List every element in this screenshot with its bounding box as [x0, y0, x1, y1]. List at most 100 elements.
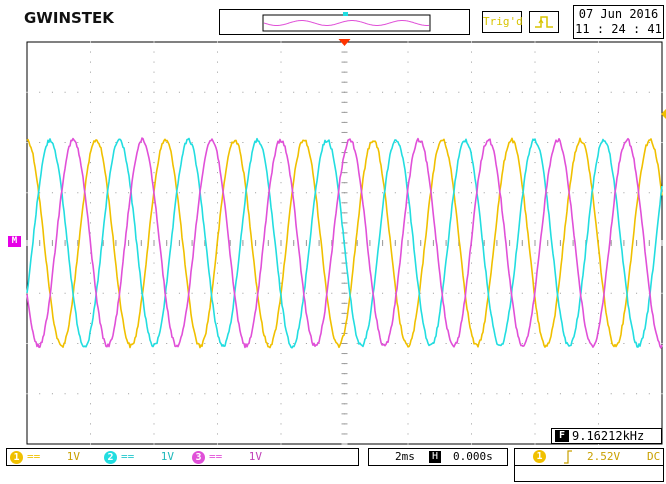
- grid-dot: [483, 292, 485, 294]
- grid-dot: [585, 292, 587, 294]
- grid-dot: [420, 292, 422, 294]
- grid-dot: [445, 292, 447, 294]
- grid-dot: [140, 192, 142, 194]
- grid-dot: [407, 312, 409, 314]
- grid-dot: [153, 81, 155, 83]
- grid-dot: [153, 71, 155, 73]
- grid-dot: [305, 192, 307, 194]
- grid-dot: [610, 192, 612, 194]
- grid-dot: [471, 403, 472, 405]
- grid-dot: [140, 393, 142, 395]
- grid-dot: [39, 91, 41, 93]
- grid-dot: [90, 232, 91, 234]
- grid-dot: [217, 413, 218, 415]
- grid-dot: [280, 403, 282, 405]
- grid-dot: [242, 142, 244, 143]
- grid-dot: [229, 393, 231, 395]
- grid-dot: [471, 443, 472, 445]
- grid-dot: [534, 152, 536, 154]
- grid-dot: [90, 101, 91, 103]
- grid-dot: [217, 91, 218, 93]
- grid-dot: [318, 292, 320, 294]
- grid-dot: [648, 192, 650, 194]
- grid-dot: [407, 363, 409, 365]
- grid-dot: [471, 222, 472, 224]
- grid-dot: [445, 393, 447, 395]
- grid-dot: [280, 252, 282, 254]
- channel-3-status[interactable]: 3 == 1V: [189, 449, 262, 465]
- grid-dot: [51, 393, 53, 395]
- grid-dot: [77, 343, 79, 344]
- grid-dot: [407, 111, 409, 113]
- grid-dot: [623, 292, 625, 294]
- grid-dot: [598, 262, 599, 264]
- grid-dot: [51, 343, 53, 344]
- grid-dot: [128, 192, 130, 194]
- grid-dot: [331, 292, 333, 294]
- grid-dot: [90, 252, 91, 254]
- grid-dot: [471, 393, 472, 395]
- grid-dot: [471, 182, 472, 184]
- grid-dot: [598, 192, 599, 194]
- grid-dot: [598, 373, 599, 375]
- grid-dot: [432, 91, 434, 93]
- grid-dot: [458, 292, 460, 294]
- grid-dot: [26, 393, 28, 395]
- channel-2-coupling: ==: [121, 450, 135, 463]
- grid-dot: [153, 152, 155, 154]
- grid-dot: [382, 142, 384, 143]
- grid-dot: [204, 292, 206, 294]
- grid-dot: [280, 162, 282, 164]
- grid-dot: [598, 111, 599, 113]
- grid-dot: [598, 272, 599, 274]
- trigger-status-bar[interactable]: 1 2.52V DC: [514, 448, 664, 466]
- timebase-status[interactable]: 2ms H 0.000s: [368, 448, 508, 466]
- grid-dot: [318, 192, 320, 194]
- grid-dot: [153, 433, 155, 435]
- grid-dot: [229, 292, 231, 294]
- grid-dot: [496, 292, 498, 294]
- grid-dot: [153, 413, 155, 415]
- grid-dot: [191, 91, 193, 93]
- memory-overview-bar[interactable]: [219, 9, 470, 35]
- grid-dot: [217, 71, 218, 73]
- grid-dot: [407, 322, 409, 324]
- grid-dot: [572, 192, 574, 194]
- channel-2-badge: 2: [104, 450, 117, 464]
- grid-dot: [153, 282, 155, 284]
- grid-dot: [128, 142, 130, 143]
- grid-dot: [115, 292, 117, 294]
- grid-dot: [128, 292, 130, 294]
- grid-dot: [280, 393, 282, 395]
- grid-dot: [496, 192, 498, 194]
- grid-dot: [166, 91, 168, 93]
- grid-dot: [280, 312, 282, 314]
- grid-dot: [534, 272, 536, 274]
- math-channel-marker[interactable]: M: [8, 236, 21, 247]
- grid-dot: [26, 192, 28, 194]
- channel-1-status[interactable]: 1 == 1V: [7, 449, 80, 465]
- channel-2-status[interactable]: 2 == 1V: [101, 449, 174, 465]
- grid-dot: [153, 222, 155, 224]
- grid-dot: [547, 91, 549, 93]
- grid-dot: [318, 393, 320, 395]
- grid-dot: [90, 433, 91, 435]
- grid-dot: [636, 142, 638, 143]
- grid-dot: [534, 101, 536, 103]
- grid-dot: [458, 343, 460, 344]
- grid-dot: [458, 142, 460, 143]
- grid-dot: [471, 172, 472, 174]
- grid-dot: [102, 393, 104, 395]
- grid-dot: [369, 91, 371, 93]
- grid-dot: [636, 292, 638, 294]
- grid-dot: [217, 363, 218, 365]
- grid-dot: [534, 222, 536, 224]
- grid-dot: [598, 51, 599, 53]
- grid-dot: [90, 353, 91, 355]
- grid-dot: [90, 111, 91, 113]
- grid-dot: [407, 232, 409, 234]
- grid-dot: [51, 292, 53, 294]
- overview-waveform: [262, 12, 431, 32]
- grid-dot: [217, 353, 218, 355]
- grid-dot: [521, 142, 523, 143]
